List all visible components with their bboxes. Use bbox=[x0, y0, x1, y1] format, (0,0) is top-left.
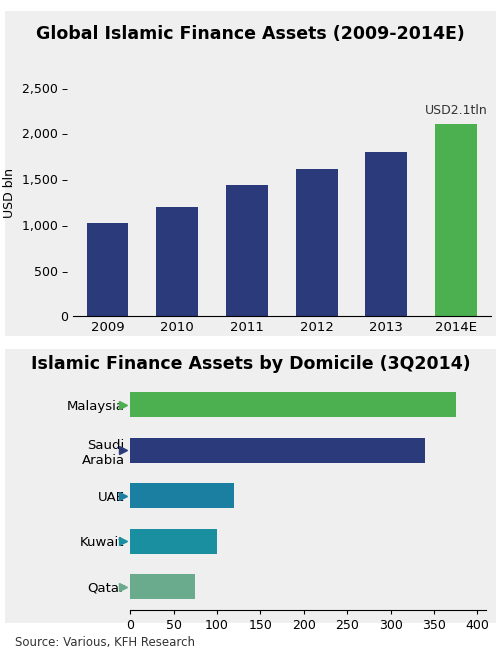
Bar bbox=[156, 208, 198, 316]
Bar bbox=[87, 223, 128, 316]
Text: Source: Various, KFH Research: Source: Various, KFH Research bbox=[15, 636, 195, 649]
Y-axis label: USD bln: USD bln bbox=[3, 168, 16, 217]
Bar bbox=[296, 169, 338, 316]
Bar bbox=[130, 575, 195, 599]
Text: Islamic Finance Assets by Domicile (3Q2014): Islamic Finance Assets by Domicile (3Q20… bbox=[31, 355, 470, 374]
Bar bbox=[366, 152, 407, 316]
Bar bbox=[130, 484, 234, 508]
Bar bbox=[130, 529, 217, 554]
Text: Global Islamic Finance Assets (2009-2014E): Global Islamic Finance Assets (2009-2014… bbox=[36, 24, 465, 43]
Bar bbox=[130, 438, 425, 463]
Bar bbox=[130, 393, 455, 417]
Text: USD2.1tln: USD2.1tln bbox=[425, 103, 487, 117]
Bar bbox=[226, 185, 268, 316]
Bar bbox=[435, 124, 477, 316]
